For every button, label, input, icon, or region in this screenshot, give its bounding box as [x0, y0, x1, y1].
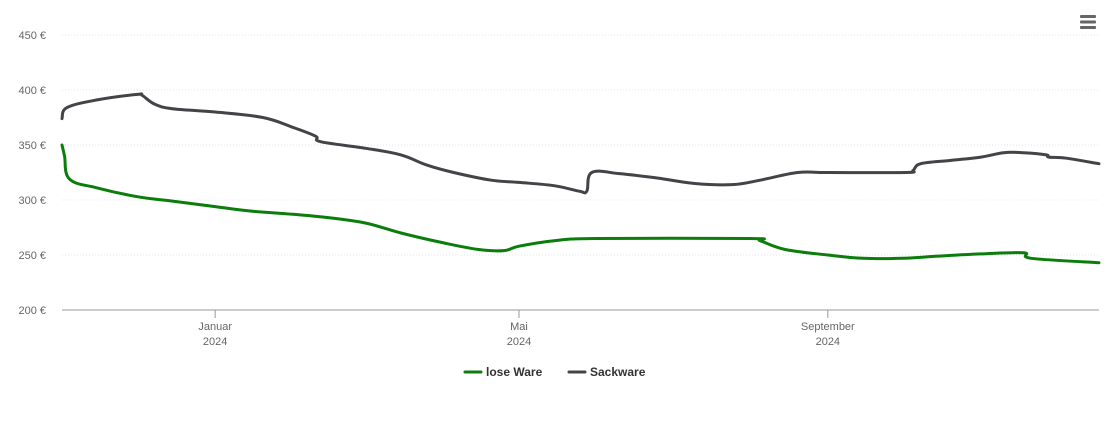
legend-label: lose Ware [486, 365, 543, 379]
y-axis-labels: 200 € 250 € 300 € 350 € 400 € 450 € [18, 30, 46, 317]
x-tick-year: 2024 [203, 336, 227, 348]
series-line-1[interactable] [60, 92, 1101, 195]
series-layer [60, 92, 1101, 265]
legend-label: Sackware [590, 365, 646, 379]
y-tick-label: 350 € [18, 140, 46, 152]
y-tick-label: 400 € [18, 85, 46, 97]
grid-layer [62, 34, 1099, 256]
x-axis-labels: Januar 2024 Mai 2024 September 2024 [198, 310, 855, 348]
y-tick-label: 250 € [18, 250, 46, 262]
x-tick-year: 2024 [507, 336, 531, 348]
x-tick-month: Mai [510, 321, 528, 333]
legend-item[interactable]: Sackware [567, 365, 646, 379]
y-tick-label: 450 € [18, 30, 46, 42]
hamburger-menu-icon[interactable] [1074, 10, 1102, 34]
legend: lose Ware Sackware [463, 365, 646, 379]
y-tick-label: 200 € [18, 305, 46, 317]
x-tick-month: September [801, 321, 855, 333]
x-tick-month: Januar [198, 321, 232, 333]
series-line-0[interactable] [60, 143, 1101, 265]
y-tick-label: 300 € [18, 195, 46, 207]
legend-item[interactable]: lose Ware [463, 365, 543, 379]
x-tick-year: 2024 [816, 336, 840, 348]
